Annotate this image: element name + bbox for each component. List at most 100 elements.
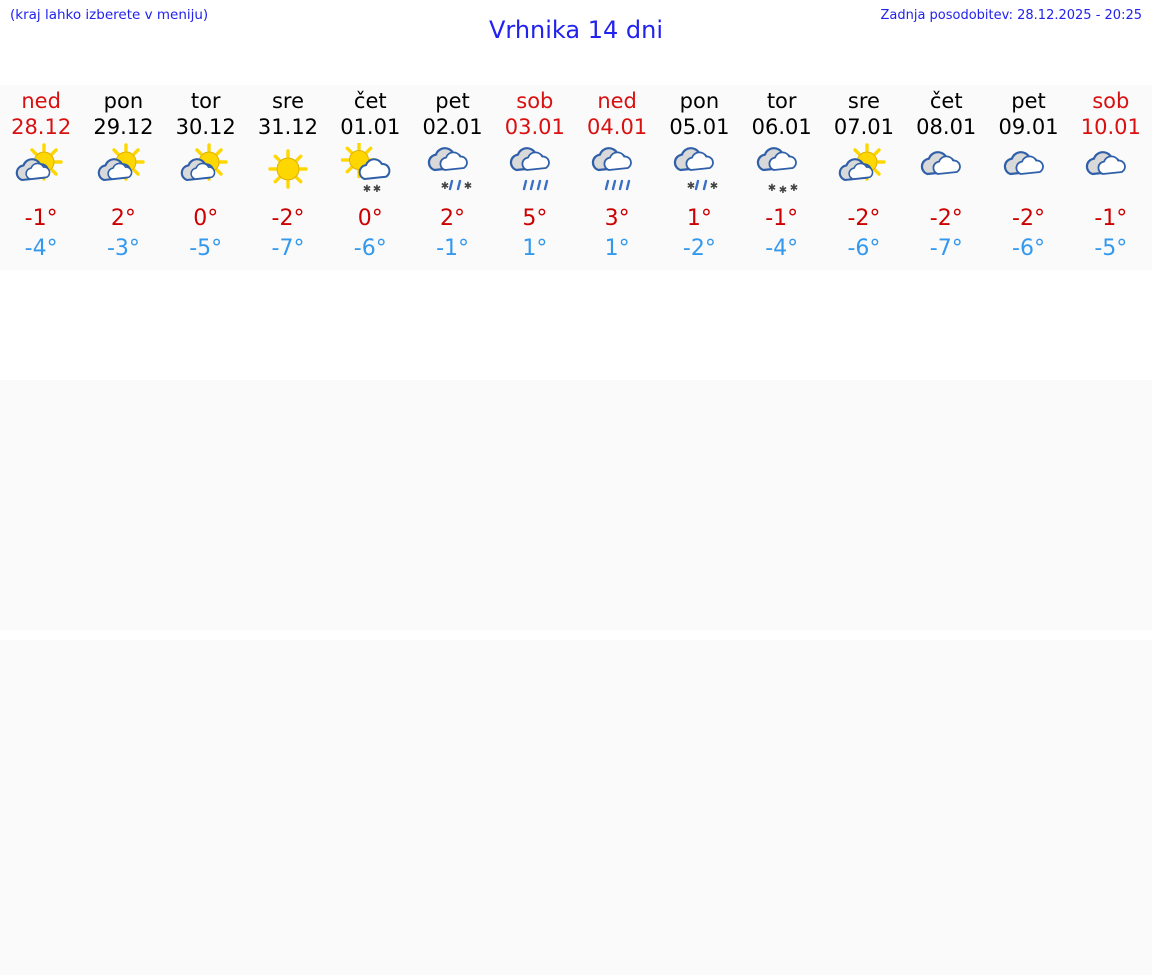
forecast-day-tmax: 5°	[522, 206, 548, 231]
svg-text:✱: ✱	[363, 184, 371, 195]
sun-cloud-icon	[0, 142, 82, 198]
temperature-chart-panel: Temperatura (°C) 100−10© vreme.us & vrem…	[0, 380, 1152, 975]
forecast-day-tmax: -2°	[1012, 206, 1045, 231]
sun-cloud-snow-icon: ✱ ✱	[329, 142, 411, 198]
forecast-day-name: tor	[190, 89, 221, 113]
forecast-day-name: pon	[679, 89, 720, 113]
forecast-day-name: čet	[929, 89, 963, 113]
forecast-day-tmin: -4°	[24, 236, 58, 261]
cloud-rain-icon	[576, 142, 658, 198]
forecast-day-6[interactable]: sob 03.01 5° 1°	[494, 85, 576, 270]
cloud-icon	[1070, 142, 1152, 198]
forecast-day-date: 06.01	[751, 115, 812, 139]
forecast-day-date: 30.12	[175, 115, 236, 139]
forecast-day-5[interactable]: pet 02.01 ✱ ✱ 2° -1°	[411, 85, 493, 270]
forecast-day-date: 29.12	[93, 115, 154, 139]
forecast-day-name: pon	[103, 89, 144, 113]
forecast-day-tmax: -1°	[765, 206, 799, 231]
forecast-day-3[interactable]: sre 31.12 -2° -7°	[247, 85, 329, 270]
forecast-day-tmin: -6°	[1012, 236, 1045, 261]
forecast-day-11[interactable]: čet 08.01 -2° -7°	[905, 85, 987, 270]
page-header: (kraj lahko izberete v meniju) Vrhnika 1…	[0, 0, 1152, 60]
sun-cloud-icon	[165, 142, 247, 198]
forecast-day-tmin: 1°	[522, 236, 548, 261]
forecast-day-name: pet	[435, 89, 470, 113]
forecast-day-date: 10.01	[1080, 115, 1141, 139]
forecast-day-12[interactable]: pet 09.01 -2° -6°	[987, 85, 1069, 270]
forecast-day-name: sre	[847, 89, 880, 113]
forecast-day-2[interactable]: tor 30.12 0° -5°	[165, 85, 247, 270]
forecast-day-tmin: -5°	[189, 236, 223, 261]
forecast-day-name: čet	[353, 89, 387, 113]
forecast-day-date: 01.01	[340, 115, 401, 139]
forecast-day-date: 02.01	[422, 115, 483, 139]
forecast-day-13[interactable]: sob 10.01 -1° -5°	[1070, 85, 1152, 270]
forecast-day-10[interactable]: sre 07.01 -2° -6°	[823, 85, 905, 270]
cloud-snow-icon: ✱ ✱ ✱	[741, 142, 823, 198]
svg-text:✱: ✱	[687, 181, 695, 192]
sun-icon	[247, 142, 329, 198]
forecast-day-name: sre	[271, 89, 304, 113]
forecast-day-name: sob	[516, 89, 554, 113]
forecast-day-tmin: -3°	[106, 236, 140, 261]
forecast-day-date: 08.01	[916, 115, 977, 139]
svg-text:✱: ✱	[767, 183, 775, 194]
svg-text:✱: ✱	[440, 181, 448, 192]
forecast-day-9[interactable]: tor 06.01 ✱ ✱ ✱ -1° -4°	[741, 85, 823, 270]
forecast-day-tmax: -2°	[271, 206, 305, 231]
forecast-day-tmin: 1°	[604, 236, 630, 261]
forecast-day-8[interactable]: pon 05.01 ✱ ✱ 1° -2°	[658, 85, 740, 270]
forecast-day-date: 04.01	[587, 115, 648, 139]
forecast-day-date: 28.12	[11, 115, 72, 139]
svg-text:✱: ✱	[463, 181, 471, 192]
forecast-day-tmax: -2°	[929, 206, 963, 231]
forecast-day-tmax: -2°	[847, 206, 881, 231]
svg-text:✱: ✱	[789, 183, 797, 194]
cloud-icon	[905, 142, 987, 198]
forecast-day-tmin: -1°	[436, 236, 470, 261]
svg-text:✱: ✱	[778, 185, 786, 196]
forecast-day-tmax: 1°	[686, 206, 712, 231]
forecast-day-date: 31.12	[257, 115, 319, 139]
forecast-day-tmin: -7°	[929, 236, 963, 261]
sun-cloud-icon	[823, 142, 905, 198]
daily-forecast-days: ned 28.12 -1° -4° pon 29.12 2° -3° tor 30.…	[0, 85, 1152, 270]
forecast-day-7[interactable]: ned 04.01 3° 1°	[576, 85, 658, 270]
forecast-day-date: 05.01	[669, 115, 730, 139]
forecast-day-name: sob	[1092, 89, 1130, 113]
forecast-day-name: ned	[597, 89, 637, 113]
cloud-rain-snow-icon: ✱ ✱	[658, 142, 740, 198]
forecast-day-tmin: -2°	[682, 236, 716, 261]
forecast-day-tmax: 2°	[110, 206, 136, 231]
forecast-day-tmin: -4°	[765, 236, 799, 261]
forecast-day-tmin: -5°	[1094, 236, 1128, 261]
forecast-day-name: ned	[21, 89, 61, 113]
daily-forecast-strip: ned 28.12 -1° -4° pon 29.12 2° -3° tor 30.…	[0, 85, 1152, 270]
cloud-icon	[987, 142, 1069, 198]
page-title: Vrhnika 14 dni	[488, 16, 664, 44]
forecast-day-tmax: -1°	[24, 206, 58, 231]
forecast-day-tmax: -1°	[1094, 206, 1128, 231]
forecast-day-tmax: 0°	[357, 206, 383, 231]
forecast-day-0[interactable]: ned 28.12 -1° -4°	[0, 85, 82, 270]
forecast-day-tmin: -6°	[353, 236, 387, 261]
menu-hint-text: (kraj lahko izberete v meniju)	[10, 7, 209, 23]
precipitation-chart-panel: Količina padavin (mm) / Možnost padavin …	[0, 640, 1152, 975]
forecast-day-tmax: 0°	[193, 206, 219, 231]
svg-text:✱: ✱	[373, 184, 381, 195]
forecast-day-date: 03.01	[504, 115, 565, 139]
forecast-day-1[interactable]: pon 29.12 2° -3°	[82, 85, 164, 270]
forecast-day-date: 07.01	[833, 115, 895, 139]
forecast-day-name: pet	[1011, 89, 1046, 113]
forecast-day-tmin: -6°	[847, 236, 881, 261]
forecast-day-tmin: -7°	[271, 236, 305, 261]
forecast-day-4[interactable]: čet 01.01 ✱ ✱ 0° -6°	[329, 85, 411, 270]
last-update-text: Zadnja posodobitev: 28.12.2025 - 20:25	[880, 8, 1142, 23]
forecast-day-tmax: 3°	[604, 206, 630, 231]
sun-cloud-icon	[82, 142, 164, 198]
cloud-rain-icon	[494, 142, 576, 198]
forecast-day-name: tor	[766, 89, 797, 113]
forecast-day-tmax: 2°	[440, 206, 466, 231]
forecast-day-date: 09.01	[998, 115, 1059, 139]
